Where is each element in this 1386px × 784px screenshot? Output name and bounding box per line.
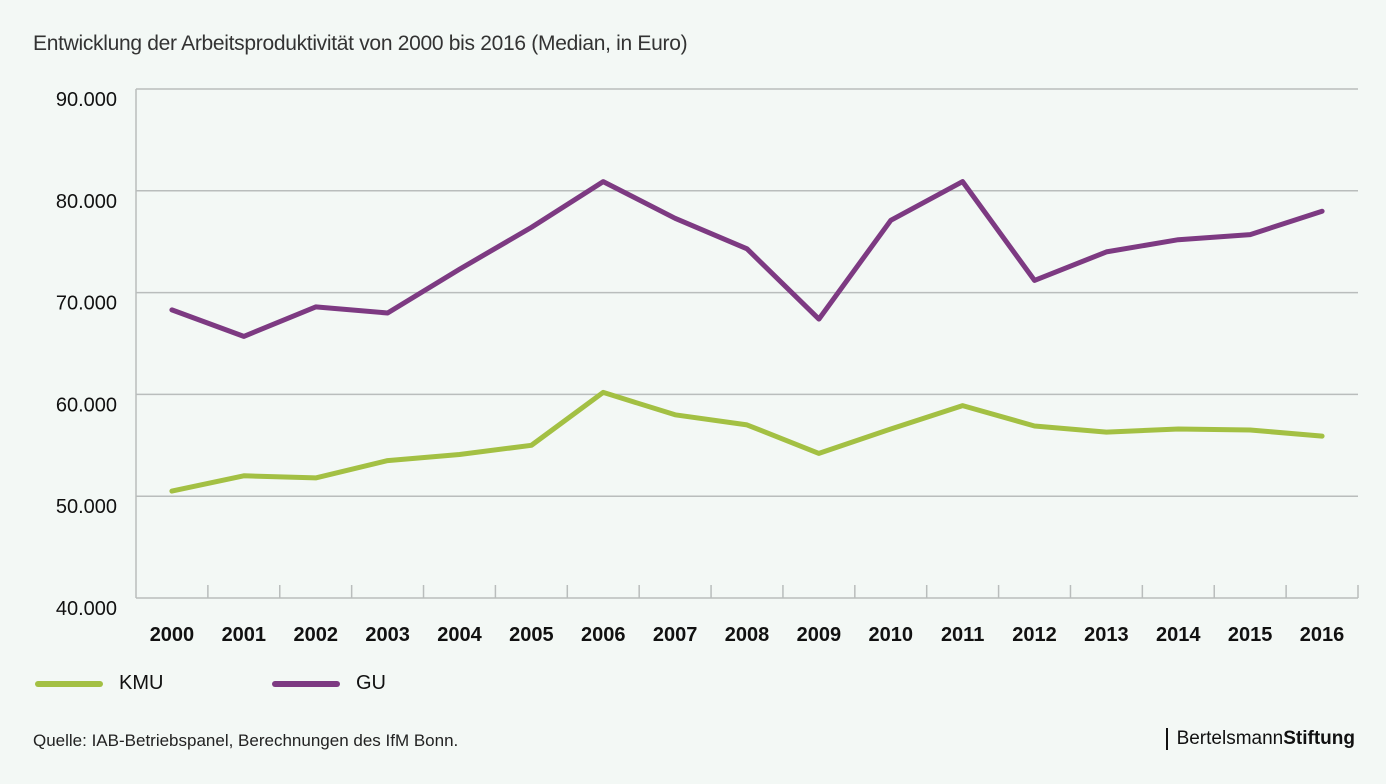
legend-item-gu[interactable]: GU <box>272 672 386 695</box>
legend-swatch-kmu <box>35 680 103 687</box>
x-tick-label: 2011 <box>941 624 984 646</box>
x-tick-label: 2001 <box>222 624 267 646</box>
chart-title: Entwicklung der Arbeitsproduktivität von… <box>33 32 688 55</box>
x-tick-label: 2003 <box>365 624 410 646</box>
y-tick-label: 70.000 <box>56 293 117 315</box>
y-tick-label: 80.000 <box>56 191 117 213</box>
brand-logo: Bertelsmann Stiftung <box>1165 728 1355 750</box>
legend-label-gu: GU <box>356 672 386 694</box>
legend-item-kmu[interactable]: KMU <box>35 672 163 695</box>
x-tick-label: 2007 <box>653 624 698 646</box>
y-tick-label: 90.000 <box>56 89 117 111</box>
source-note: Quelle: IAB-Betriebspanel, Berechnungen … <box>33 731 459 750</box>
y-axis-ticks: 40.000 50.000 60.000 70.000 80.000 90.000 <box>56 89 117 620</box>
gridlines <box>136 88 1358 497</box>
x-tick-label: 2000 <box>150 624 195 646</box>
x-tick-label: 2012 <box>1012 624 1057 646</box>
series-line-kmu <box>169 389 1325 494</box>
x-axis-ticks: 2000 2001 2002 2003 2004 2005 2006 2007 2008 2009… <box>150 624 1345 646</box>
y-tick-label: 40.000 <box>56 598 117 620</box>
x-tick-label: 2015 <box>1228 624 1273 646</box>
series-lines <box>169 179 1325 494</box>
x-tick-label: 2013 <box>1084 624 1129 646</box>
brand-divider <box>1165 728 1168 750</box>
brand-name-regular: Bertelsmann <box>1176 728 1284 749</box>
series-line-gu <box>169 179 1325 339</box>
x-tick-label: 2005 <box>509 624 554 646</box>
x-tick-label: 2004 <box>437 624 482 646</box>
legend-swatch-gu <box>272 680 340 687</box>
y-tick-label: 50.000 <box>56 496 117 518</box>
x-tick-label: 2008 <box>725 624 770 646</box>
y-tick-label: 60.000 <box>56 394 117 416</box>
brand-name-bold: Stiftung <box>1283 728 1355 749</box>
axes <box>135 89 1359 599</box>
x-tick-label: 2009 <box>797 624 842 646</box>
x-tick-label: 2010 <box>869 624 914 646</box>
x-tick-label: 2014 <box>1156 624 1201 646</box>
x-tick-label: 2016 <box>1300 624 1345 646</box>
legend-label-kmu: KMU <box>119 672 164 694</box>
x-tick-label: 2006 <box>581 624 626 646</box>
x-tick-label: 2002 <box>293 624 338 646</box>
